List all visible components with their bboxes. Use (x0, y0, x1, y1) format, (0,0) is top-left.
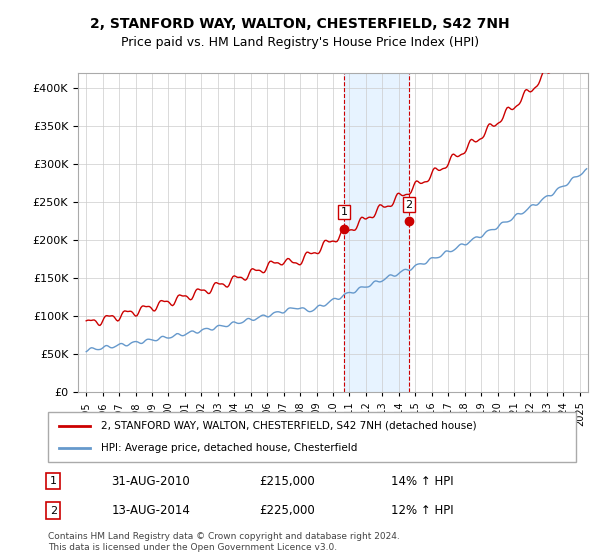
Text: Contains HM Land Registry data © Crown copyright and database right 2024.
This d: Contains HM Land Registry data © Crown c… (48, 532, 400, 552)
Text: 2, STANFORD WAY, WALTON, CHESTERFIELD, S42 7NH (detached house): 2, STANFORD WAY, WALTON, CHESTERFIELD, S… (101, 421, 476, 431)
Text: HPI: Average price, detached house, Chesterfield: HPI: Average price, detached house, Ches… (101, 443, 357, 453)
Text: Price paid vs. HM Land Registry's House Price Index (HPI): Price paid vs. HM Land Registry's House … (121, 36, 479, 49)
FancyBboxPatch shape (48, 412, 576, 462)
Text: 31-AUG-2010: 31-AUG-2010 (112, 475, 190, 488)
Text: 12% ↑ HPI: 12% ↑ HPI (391, 504, 454, 517)
Text: £215,000: £215,000 (259, 475, 315, 488)
Text: £225,000: £225,000 (259, 504, 315, 517)
Text: 2: 2 (50, 506, 57, 516)
Text: 2: 2 (406, 199, 413, 209)
Text: 1: 1 (341, 207, 347, 217)
Text: 1: 1 (50, 476, 57, 486)
Text: 2, STANFORD WAY, WALTON, CHESTERFIELD, S42 7NH: 2, STANFORD WAY, WALTON, CHESTERFIELD, S… (90, 17, 510, 31)
Text: 14% ↑ HPI: 14% ↑ HPI (391, 475, 454, 488)
Text: 13-AUG-2014: 13-AUG-2014 (112, 504, 190, 517)
Bar (344, 73, 409, 392)
